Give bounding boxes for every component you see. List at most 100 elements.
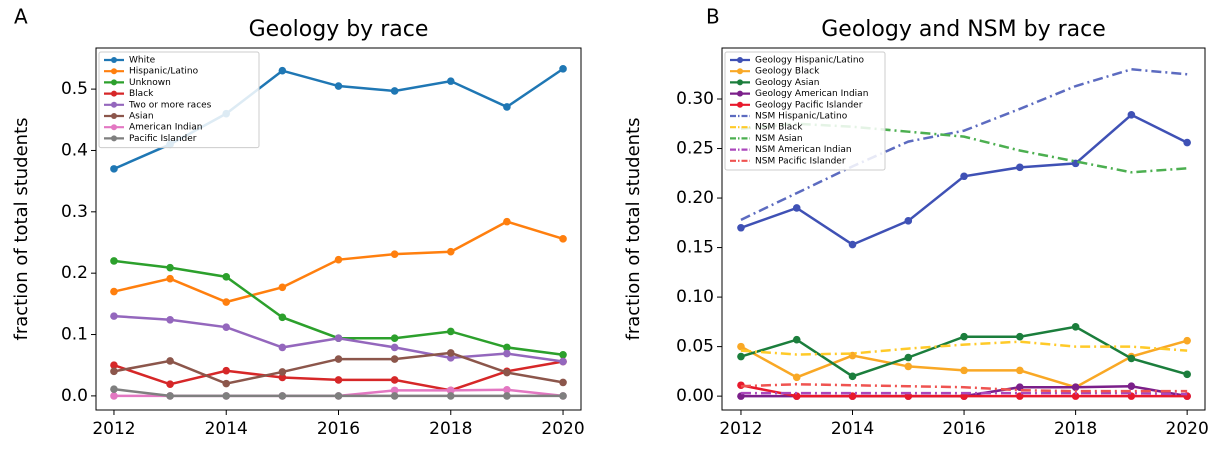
- legend-label: Geology Hispanic/Latino: [755, 56, 865, 66]
- point: [1016, 332, 1024, 341]
- point: [278, 373, 287, 382]
- legend-label: Asian: [129, 112, 154, 122]
- point: [792, 373, 801, 382]
- point: [334, 355, 343, 363]
- point: [960, 332, 968, 341]
- point: [1127, 111, 1136, 119]
- point: [904, 353, 913, 362]
- point: [904, 362, 913, 371]
- point: [334, 376, 343, 384]
- y-axis-label: fraction of total students: [11, 117, 32, 340]
- legend-marker: [111, 90, 117, 97]
- point: [166, 274, 174, 283]
- y-tick-label: 0.20: [676, 188, 714, 208]
- legend-label: NSM Asian: [755, 134, 803, 144]
- point: [166, 392, 174, 400]
- point: [737, 342, 745, 351]
- point: [110, 367, 118, 376]
- point: [110, 361, 118, 370]
- legend-box: [98, 51, 260, 149]
- y-tick-label: 0.05: [676, 337, 714, 357]
- series-line: [740, 382, 1188, 393]
- legend-marker: [111, 68, 117, 75]
- x-tick-label: 2012: [92, 419, 135, 439]
- legend-label: Hispanic/Latino: [129, 67, 199, 77]
- point: [446, 247, 455, 256]
- y-tick-label: 0.10: [676, 287, 714, 307]
- x-tick-label: 2018: [1054, 419, 1097, 439]
- point: [737, 223, 745, 232]
- y-tick-label: 0.25: [676, 139, 714, 159]
- legend-marker: [737, 57, 743, 63]
- point: [278, 368, 287, 376]
- y-tick-label: 0.15: [676, 238, 714, 258]
- point: [559, 65, 567, 73]
- point: [960, 366, 968, 375]
- y-tick-label: 0.30: [676, 89, 714, 109]
- y-axis-label: fraction of total students: [623, 117, 644, 340]
- legend-label: Geology Asian: [755, 78, 820, 88]
- plot-marks: [110, 65, 567, 400]
- point: [446, 349, 455, 357]
- point: [848, 240, 857, 249]
- point: [110, 257, 118, 265]
- x-tick-label: 2018: [429, 419, 472, 439]
- point: [503, 392, 511, 400]
- axes-frame: [721, 47, 1206, 411]
- point: [1183, 370, 1191, 379]
- legend-marker: [737, 79, 743, 86]
- legend-marker: [111, 57, 117, 63]
- point: [334, 82, 343, 90]
- legend-label: NSM American Indian: [755, 145, 852, 155]
- point: [166, 357, 174, 365]
- point: [390, 376, 399, 384]
- x-tick-label: 2012: [719, 419, 762, 439]
- y-tick-label: 0.00: [676, 386, 714, 406]
- point: [503, 368, 511, 377]
- y-tick-label: 0.3: [61, 202, 88, 222]
- x-tick-label: 2020: [1166, 419, 1209, 439]
- point: [1071, 392, 1080, 400]
- point: [110, 385, 118, 393]
- point: [503, 385, 511, 394]
- point: [390, 334, 399, 343]
- point: [166, 263, 174, 272]
- point: [559, 357, 567, 366]
- point: [278, 392, 287, 400]
- axes-frame: [95, 47, 582, 411]
- point: [559, 235, 567, 243]
- legend-label: Two or more races: [128, 100, 212, 110]
- y-tick-label: 0.1: [61, 325, 88, 345]
- point: [166, 380, 174, 389]
- chart-panel: 0.0 0.1 0.2 0.3 0.4 0.5 2012 2014 2016 2018 2020 Wh…: [11, 5, 585, 440]
- point: [390, 355, 399, 363]
- y-tick-label: 0.2: [61, 263, 88, 283]
- point: [390, 392, 399, 400]
- point: [110, 287, 118, 296]
- point: [390, 386, 399, 395]
- panel-label: B: [706, 5, 720, 29]
- legend-label: Black: [129, 89, 154, 99]
- point: [1127, 354, 1136, 363]
- series-line: [740, 391, 1188, 396]
- point: [1183, 138, 1191, 147]
- point: [278, 66, 287, 75]
- chart-title: Geology by race: [249, 17, 429, 42]
- point: [446, 327, 455, 336]
- point: [222, 298, 231, 306]
- chart-title: Geology and NSM by race: [821, 17, 1106, 42]
- point: [503, 103, 511, 111]
- point: [334, 255, 343, 264]
- point: [446, 77, 455, 85]
- point: [110, 392, 118, 400]
- point: [390, 87, 399, 95]
- legend-label: Geology American Indian: [755, 89, 868, 99]
- series-line: [740, 68, 1188, 221]
- point: [278, 343, 287, 352]
- legend-box: [724, 51, 886, 171]
- point: [334, 392, 343, 400]
- legend-label: White: [129, 56, 156, 66]
- legend-label: Geology Pacific Islander: [755, 100, 863, 110]
- y-tick-label: 0.4: [61, 140, 88, 160]
